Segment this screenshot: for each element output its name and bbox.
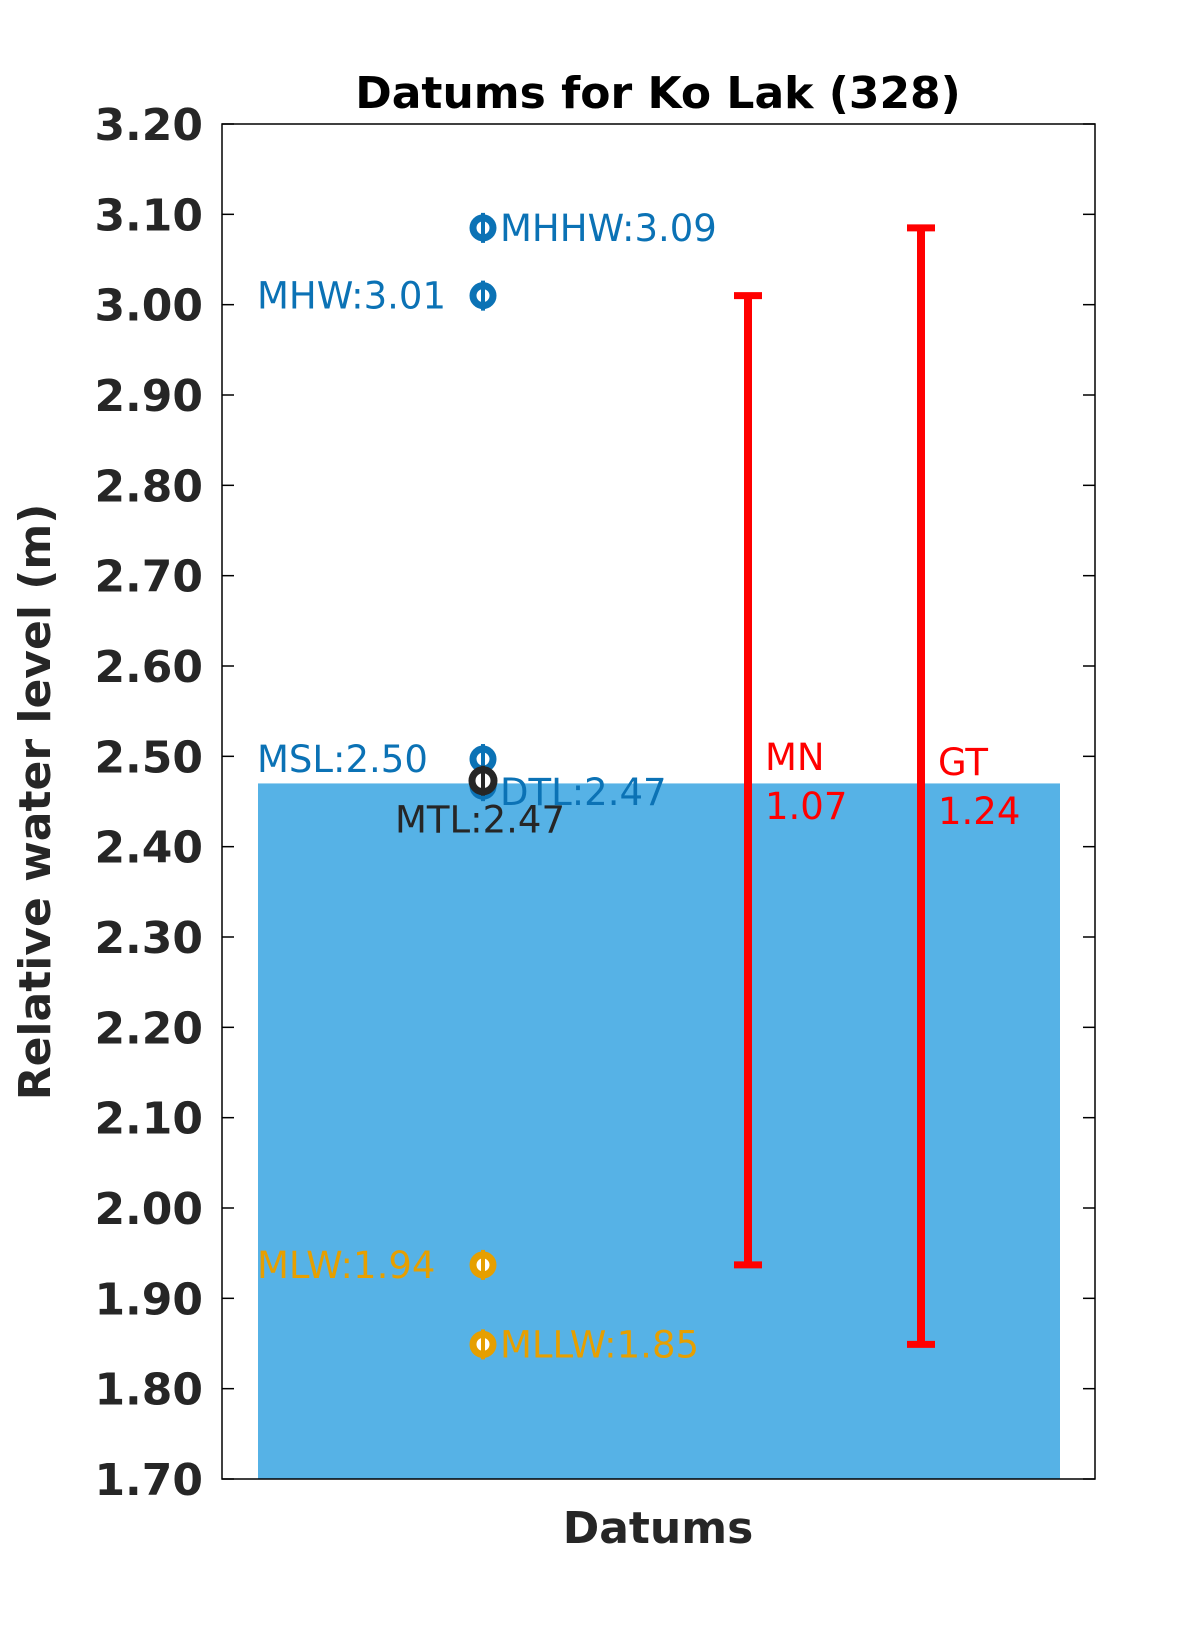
y-tick-label: 2.50 (94, 732, 203, 783)
x-axis-label: Datums (563, 1503, 754, 1554)
datum-mllw: MLLW:1.85 (469, 1323, 699, 1366)
datum-label: MLW:1.94 (257, 1244, 435, 1287)
water-fill-layer (258, 783, 1060, 1479)
y-tick-label: 2.80 (94, 461, 203, 512)
y-tick-label: 2.00 (94, 1184, 203, 1235)
y-tick-label: 1.90 (94, 1274, 203, 1325)
y-axis-label: Relative water level (m) (10, 504, 61, 1101)
water-fill (258, 783, 1060, 1479)
datum-mlw: MLW:1.94 (257, 1244, 497, 1287)
datum-label: MHW:3.01 (257, 275, 446, 318)
tidal-range-bars: MN 1.07 GT 1.24 (734, 224, 1020, 1348)
y-tick-label: 2.60 (94, 642, 203, 693)
y-tick-label: 1.80 (94, 1365, 203, 1416)
y-tick-label: 2.90 (94, 371, 203, 422)
range-label-value: 1.24 (938, 790, 1020, 833)
datum-label: MTL:2.47 (395, 799, 565, 842)
y-tick-label: 2.20 (94, 1003, 203, 1054)
y-tick-label: 2.70 (94, 552, 203, 603)
y-tick-label: 2.40 (94, 823, 203, 874)
datum-mhw: MHW:3.01 (257, 275, 497, 318)
range-label-name: GT (938, 741, 988, 784)
y-tick-label: 1.70 (94, 1455, 203, 1506)
range-label-value: 1.07 (765, 785, 847, 828)
datum-points: MHHW:3.09 MHW:3.01 MSL:2.50 DTL:2.47MTL:2.4… (257, 207, 717, 1367)
y-tick-label: 3.10 (94, 190, 203, 241)
datum-mtl: MTL:2.47 (395, 765, 565, 842)
y-tick-label: 2.30 (94, 913, 203, 964)
datum-label: MLLW:1.85 (500, 1323, 699, 1366)
plot-frame (221, 123, 1096, 1480)
chart-title: Datums for Ko Lak (328) (355, 68, 961, 119)
y-axis-ticks: 1.70 1.80 1.90 2.00 2.10 2.20 2.30 2.40 2.50 2.60… (94, 100, 1095, 1506)
y-tick-label: 3.00 (94, 281, 203, 332)
datum-label: DTL:2.47 (500, 771, 667, 814)
y-tick-label: 2.10 (94, 1094, 203, 1145)
range-label-name: MN (765, 736, 825, 779)
datum-mhhw: MHHW:3.09 (469, 207, 717, 250)
datum-label: MHHW:3.09 (500, 207, 717, 250)
y-tick-label: 3.20 (94, 100, 203, 151)
datum-label: MSL:2.50 (257, 738, 428, 781)
